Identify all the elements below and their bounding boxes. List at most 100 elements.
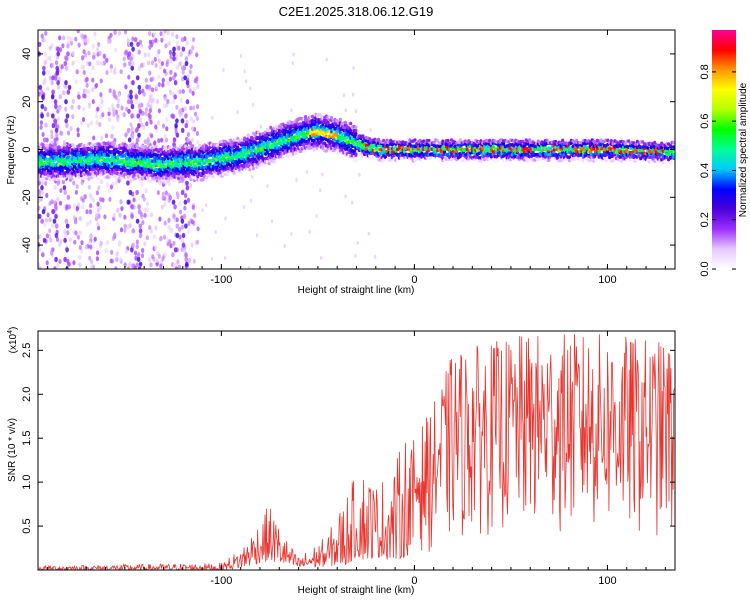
spectrogram-noise-cell [325,57,328,62]
spectrogram-ridge-cell [401,145,405,149]
spectrogram-noise-cell [283,244,286,248]
spectrogram-noise-cell [45,137,49,143]
spectrogram-stripe-cell [181,232,186,239]
spectrogram-noise-cell [55,263,60,269]
spectrogram-stripe-cell [65,247,69,253]
spectrogram-noise-cell [110,133,114,139]
spectrogram-stripe-cell [172,56,176,62]
spectrogram-ridge-cell [244,140,249,144]
spectrogram-noise-cell [80,240,84,246]
spectrogram-noise-cell [58,200,63,206]
spectrogram-noise-cell [74,189,78,195]
spectrogram-ridge-cell [295,151,299,155]
spectrogram-ridge-cell [208,162,212,166]
spectrogram-noise-cell [168,58,172,64]
spectrogram-noise-cell [149,93,153,99]
spectrogram-noise-cell [140,122,144,128]
spectrogram-noise-cell [74,230,78,236]
spectrogram-noise-cell [44,217,49,223]
spectrogram-stripe-cell [40,218,44,224]
spectrogram-ridge-cell [243,169,247,173]
spectrogram-noise-cell [161,195,165,201]
spectrogram-noise-cell [191,37,196,43]
spectrogram-noise-cell [45,260,49,266]
spectrogram-noise-cell [183,106,187,112]
spectrogram-noise-cell [59,188,63,193]
spectrogram-stripe-cell [66,51,70,57]
spectrogram-noise-cell [164,190,168,196]
spectrogram-ridge-cell [627,139,631,143]
spectrogram-ridge-cell [199,154,203,159]
spectrogram-stripe-cell [56,46,60,52]
spectrogram-noise-cell [49,237,53,243]
spectrogram-noise-cell [71,98,75,104]
colorbar-tick-label: 0.4 [699,163,711,178]
spectrogram-ridge-cell [458,138,462,142]
spectrogram-noise-cell [149,119,153,125]
spectrogram-noise-cell [155,257,159,263]
spectrogram-noise-cell [148,84,152,90]
spectrogram-noise-cell [178,209,183,215]
spectrogram-noise-cell [96,250,100,256]
spectrogram-noise-cell [140,43,144,49]
spectrogram-noise-cell [119,199,123,205]
spectrogram-noise-cell [88,219,92,225]
spectrogram-noise-cell [161,256,165,262]
spectrogram-noise-cell [165,62,169,67]
spectrogram-noise-cell [104,248,108,253]
spectrogram-noise-cell [100,61,104,67]
spectrogram-noise-cell [169,54,173,60]
spectrogram-noise-cell [141,248,145,254]
spectrogram-noise-cell [85,221,90,227]
spectrogram-stripe-cell [129,89,133,95]
spectrogram-noise-cell [98,50,102,56]
spectrogram-stripe-cell [175,223,180,229]
spectrogram-noise-cell [101,197,105,203]
spectrogram-noise-cell [41,132,45,137]
spectrogram-noise-cell [45,56,50,62]
spectrogram-stripe-cell [138,108,143,114]
spectrogram-noise-cell [113,69,117,75]
spectrogram-noise-cell [51,223,55,229]
spectrogram-stripe-cell [41,94,45,100]
spectrogram-noise-cell [163,68,167,74]
spectrogram-noise-cell [150,87,155,93]
spectrogram-stripe-cell [135,75,140,81]
spectrogram-stripe-cell [128,60,132,67]
spectrogram-ridge-cell [634,142,638,147]
spectrogram-stripe-cell [67,261,71,267]
spectrogram-noise-cell [81,197,85,203]
spectrogram-ridge-cell [597,149,601,154]
spectrogram-noise-cell [105,70,109,76]
spectrogram-noise-cell [86,123,90,128]
spectrogram-stripe-cell [174,266,179,269]
spectrogram-ridge-cell [191,144,195,148]
spectrogram-noise-cell [106,240,110,245]
spectrogram-noise-cell [82,93,86,99]
spectrogram-noise-cell [187,221,191,226]
spectrogram-xlabel: Height of straight line (km) [298,285,415,296]
spectrogram-stripe-cell [53,118,57,124]
spectrogram-noise-cell [169,69,173,75]
spectrogram-ridge-cell [229,163,233,168]
spectrogram-noise-cell [193,111,198,117]
spectrogram-ridge-cell [213,151,217,156]
spectrogram-noise-cell [66,130,71,136]
spectrogram-noise-cell [95,256,99,262]
spectrogram-noise-cell [158,216,162,222]
spectrogram-noise-cell [84,244,88,250]
spectrogram-stripe-cell [133,37,138,43]
spectrogram-noise-cell [86,37,90,43]
spectrogram-ridge-cell [324,149,328,153]
spectrogram-stripe-cell [55,65,59,71]
spectrogram-noise-cell [96,207,100,213]
spectrogram-ridge-cell [432,140,436,145]
spectrogram-noise-cell [88,233,92,239]
spectrogram-noise-cell [147,60,151,66]
spectrogram-stripe-cell [170,113,174,119]
spectrogram-ridge-cell [41,143,45,147]
spectrogram-noise-cell [174,262,178,268]
spectrogram-stripe-cell [54,103,58,110]
spectrogram-noise-cell [124,132,128,138]
spectrogram-ridge-cell [220,147,224,152]
